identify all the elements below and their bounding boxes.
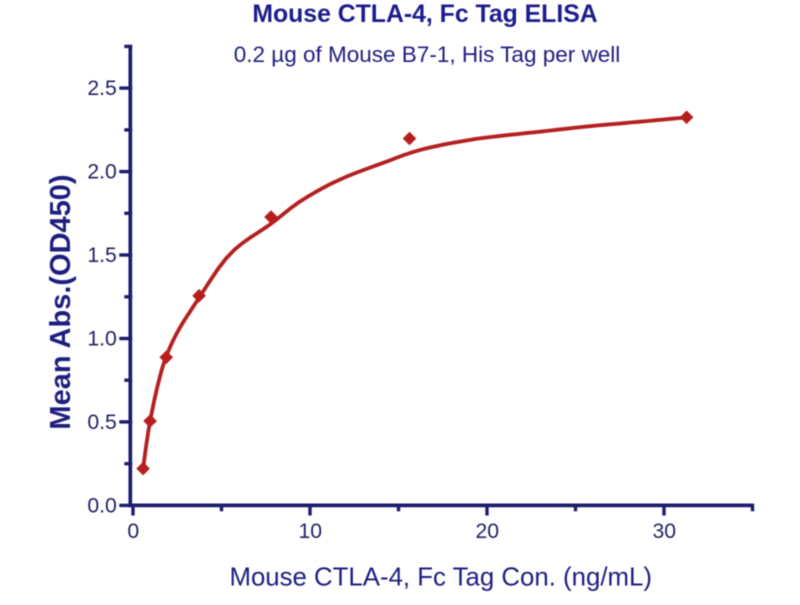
svg-text:Mouse CTLA-4, Fc Tag ELISA: Mouse CTLA-4, Fc Tag ELISA <box>252 1 597 28</box>
svg-text:2.0: 2.0 <box>87 161 116 184</box>
svg-text:0.2 µg of Mouse B7-1, His Tag: 0.2 µg of Mouse B7-1, His Tag per well <box>234 42 621 67</box>
svg-text:1.5: 1.5 <box>87 244 116 267</box>
svg-text:1.0: 1.0 <box>87 328 116 351</box>
svg-text:0.5: 0.5 <box>87 411 116 434</box>
svg-text:10: 10 <box>299 520 323 543</box>
svg-text:0.0: 0.0 <box>87 494 116 517</box>
svg-text:20: 20 <box>476 520 500 543</box>
svg-text:2.5: 2.5 <box>87 77 116 100</box>
svg-text:0: 0 <box>127 520 139 543</box>
svg-text:30: 30 <box>653 520 677 543</box>
svg-text:Mean Abs.(OD450): Mean Abs.(OD450) <box>45 174 77 429</box>
svg-text:Mouse CTLA-4, Fc Tag Con. (ng/: Mouse CTLA-4, Fc Tag Con. (ng/mL) <box>229 563 651 591</box>
